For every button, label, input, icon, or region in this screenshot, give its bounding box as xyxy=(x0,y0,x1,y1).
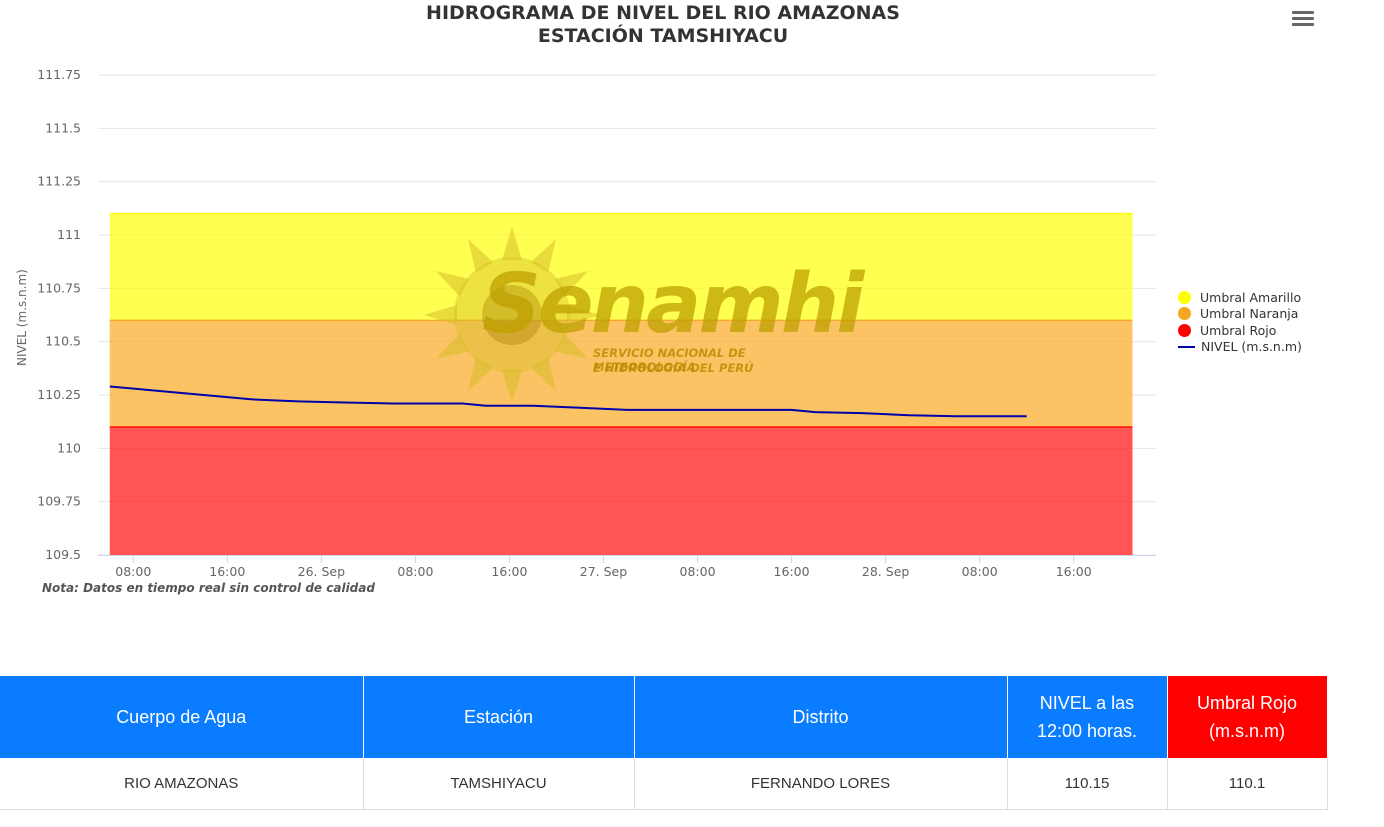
threshold-band xyxy=(109,320,1133,427)
legend-label: Umbral Rojo xyxy=(1200,322,1277,338)
hamburger-menu-icon[interactable] xyxy=(1290,8,1316,30)
chart-title-line1: HIDROGRAMA DE NIVEL DEL RIO AMAZONAS xyxy=(426,2,900,24)
cell-umbral-rojo: 110.1 xyxy=(1167,758,1328,810)
header-distrito: Distrito xyxy=(634,676,1008,758)
y-axis-label: NIVEL (m.s.n.m) xyxy=(15,269,29,366)
x-tick-label: 27. Sep xyxy=(580,564,627,579)
cell-distrito: FERNANDO LORES xyxy=(634,758,1008,810)
legend-line-icon xyxy=(1178,345,1195,348)
legend-item-nivel[interactable]: NIVEL (m.s.n.m) xyxy=(1178,339,1302,356)
chart-title-line2: ESTACIÓN TAMSHIYACU xyxy=(537,25,789,47)
header-umbral-line1: Umbral Rojo xyxy=(1196,693,1298,713)
header-nivel: NIVEL a las 12:00 horas. xyxy=(1007,676,1168,758)
threshold-band xyxy=(109,427,1133,555)
legend-label: NIVEL (m.s.n.m) xyxy=(1201,339,1302,355)
y-tick-label: 111 xyxy=(57,227,81,242)
legend-item-umbral-naranja[interactable]: Umbral Naranja xyxy=(1178,306,1302,323)
x-tick-label: 28. Sep xyxy=(862,564,909,579)
legend-label: Umbral Amarillo xyxy=(1200,289,1302,305)
y-tick-label: 109.5 xyxy=(45,547,81,562)
y-tick-label: 111.5 xyxy=(45,120,81,135)
hydrograph-chart: 111.75 111.5 111.25 111 110.75 110.5 110.25 110… xyxy=(15,2,1316,595)
cell-estacion: TAMSHIYACU xyxy=(363,758,635,810)
x-tick-label: 08:00 xyxy=(680,564,716,579)
legend-item-umbral-amarillo[interactable]: Umbral Amarillo xyxy=(1178,289,1302,306)
x-tick-label: 16:00 xyxy=(774,564,810,579)
station-summary-table: Cuerpo de Agua Estación Distrito NIVEL a… xyxy=(0,676,1328,810)
y-tick-label: 109.75 xyxy=(37,494,81,509)
x-tick-label: 08:00 xyxy=(962,564,998,579)
y-tick-label: 110.75 xyxy=(37,280,81,295)
legend-item-umbral-rojo[interactable]: Umbral Rojo xyxy=(1178,322,1302,339)
y-tick-label: 111.75 xyxy=(37,67,81,82)
threshold-band xyxy=(109,213,1133,321)
x-tick-label: 16:00 xyxy=(209,564,245,579)
header-nivel-line2: 12:00 horas. xyxy=(1036,721,1138,741)
y-tick-label: 110.5 xyxy=(45,334,81,349)
table-row: RIO AMAZONAS TAMSHIYACU FERNANDO LORES 1… xyxy=(0,758,1328,810)
legend-label: Umbral Naranja xyxy=(1200,306,1299,322)
quality-note: Nota: Datos en tiempo real sin control d… xyxy=(42,581,375,595)
cell-cuerpo-de-agua: RIO AMAZONAS xyxy=(0,758,364,810)
header-umbral-line2: (m.s.n.m) xyxy=(1209,721,1285,741)
x-tick-label: 08:00 xyxy=(397,564,433,579)
y-tick-label: 110.25 xyxy=(37,387,81,402)
table-header-row: Cuerpo de Agua Estación Distrito NIVEL a… xyxy=(0,676,1328,758)
header-estacion: Estación xyxy=(363,676,635,758)
cell-nivel: 110.15 xyxy=(1007,758,1168,810)
chart-canvas: 111.75 111.5 111.25 111 110.75 110.5 110.25 110… xyxy=(37,67,1156,579)
y-tick-label: 111.25 xyxy=(37,174,81,189)
x-tick-label: 16:00 xyxy=(1056,564,1092,579)
legend-orange-dot-icon xyxy=(1178,307,1191,321)
header-umbral-rojo: Umbral Rojo (m.s.n.m) xyxy=(1167,676,1328,758)
x-tick-label: 16:00 xyxy=(491,564,527,579)
legend-red-dot-icon xyxy=(1178,323,1191,337)
x-tick-label: 08:00 xyxy=(115,564,151,579)
chart-legend: Umbral Amarillo Umbral Naranja Umbral Ro… xyxy=(1178,289,1302,355)
x-tick-label: 26. Sep xyxy=(298,564,345,579)
y-tick-label: 110 xyxy=(57,440,81,455)
series-line-nivel xyxy=(109,385,1027,418)
header-cuerpo-de-agua: Cuerpo de Agua xyxy=(0,676,364,758)
header-nivel-line1: NIVEL a las xyxy=(1039,693,1135,713)
legend-yellow-dot-icon xyxy=(1178,290,1191,304)
